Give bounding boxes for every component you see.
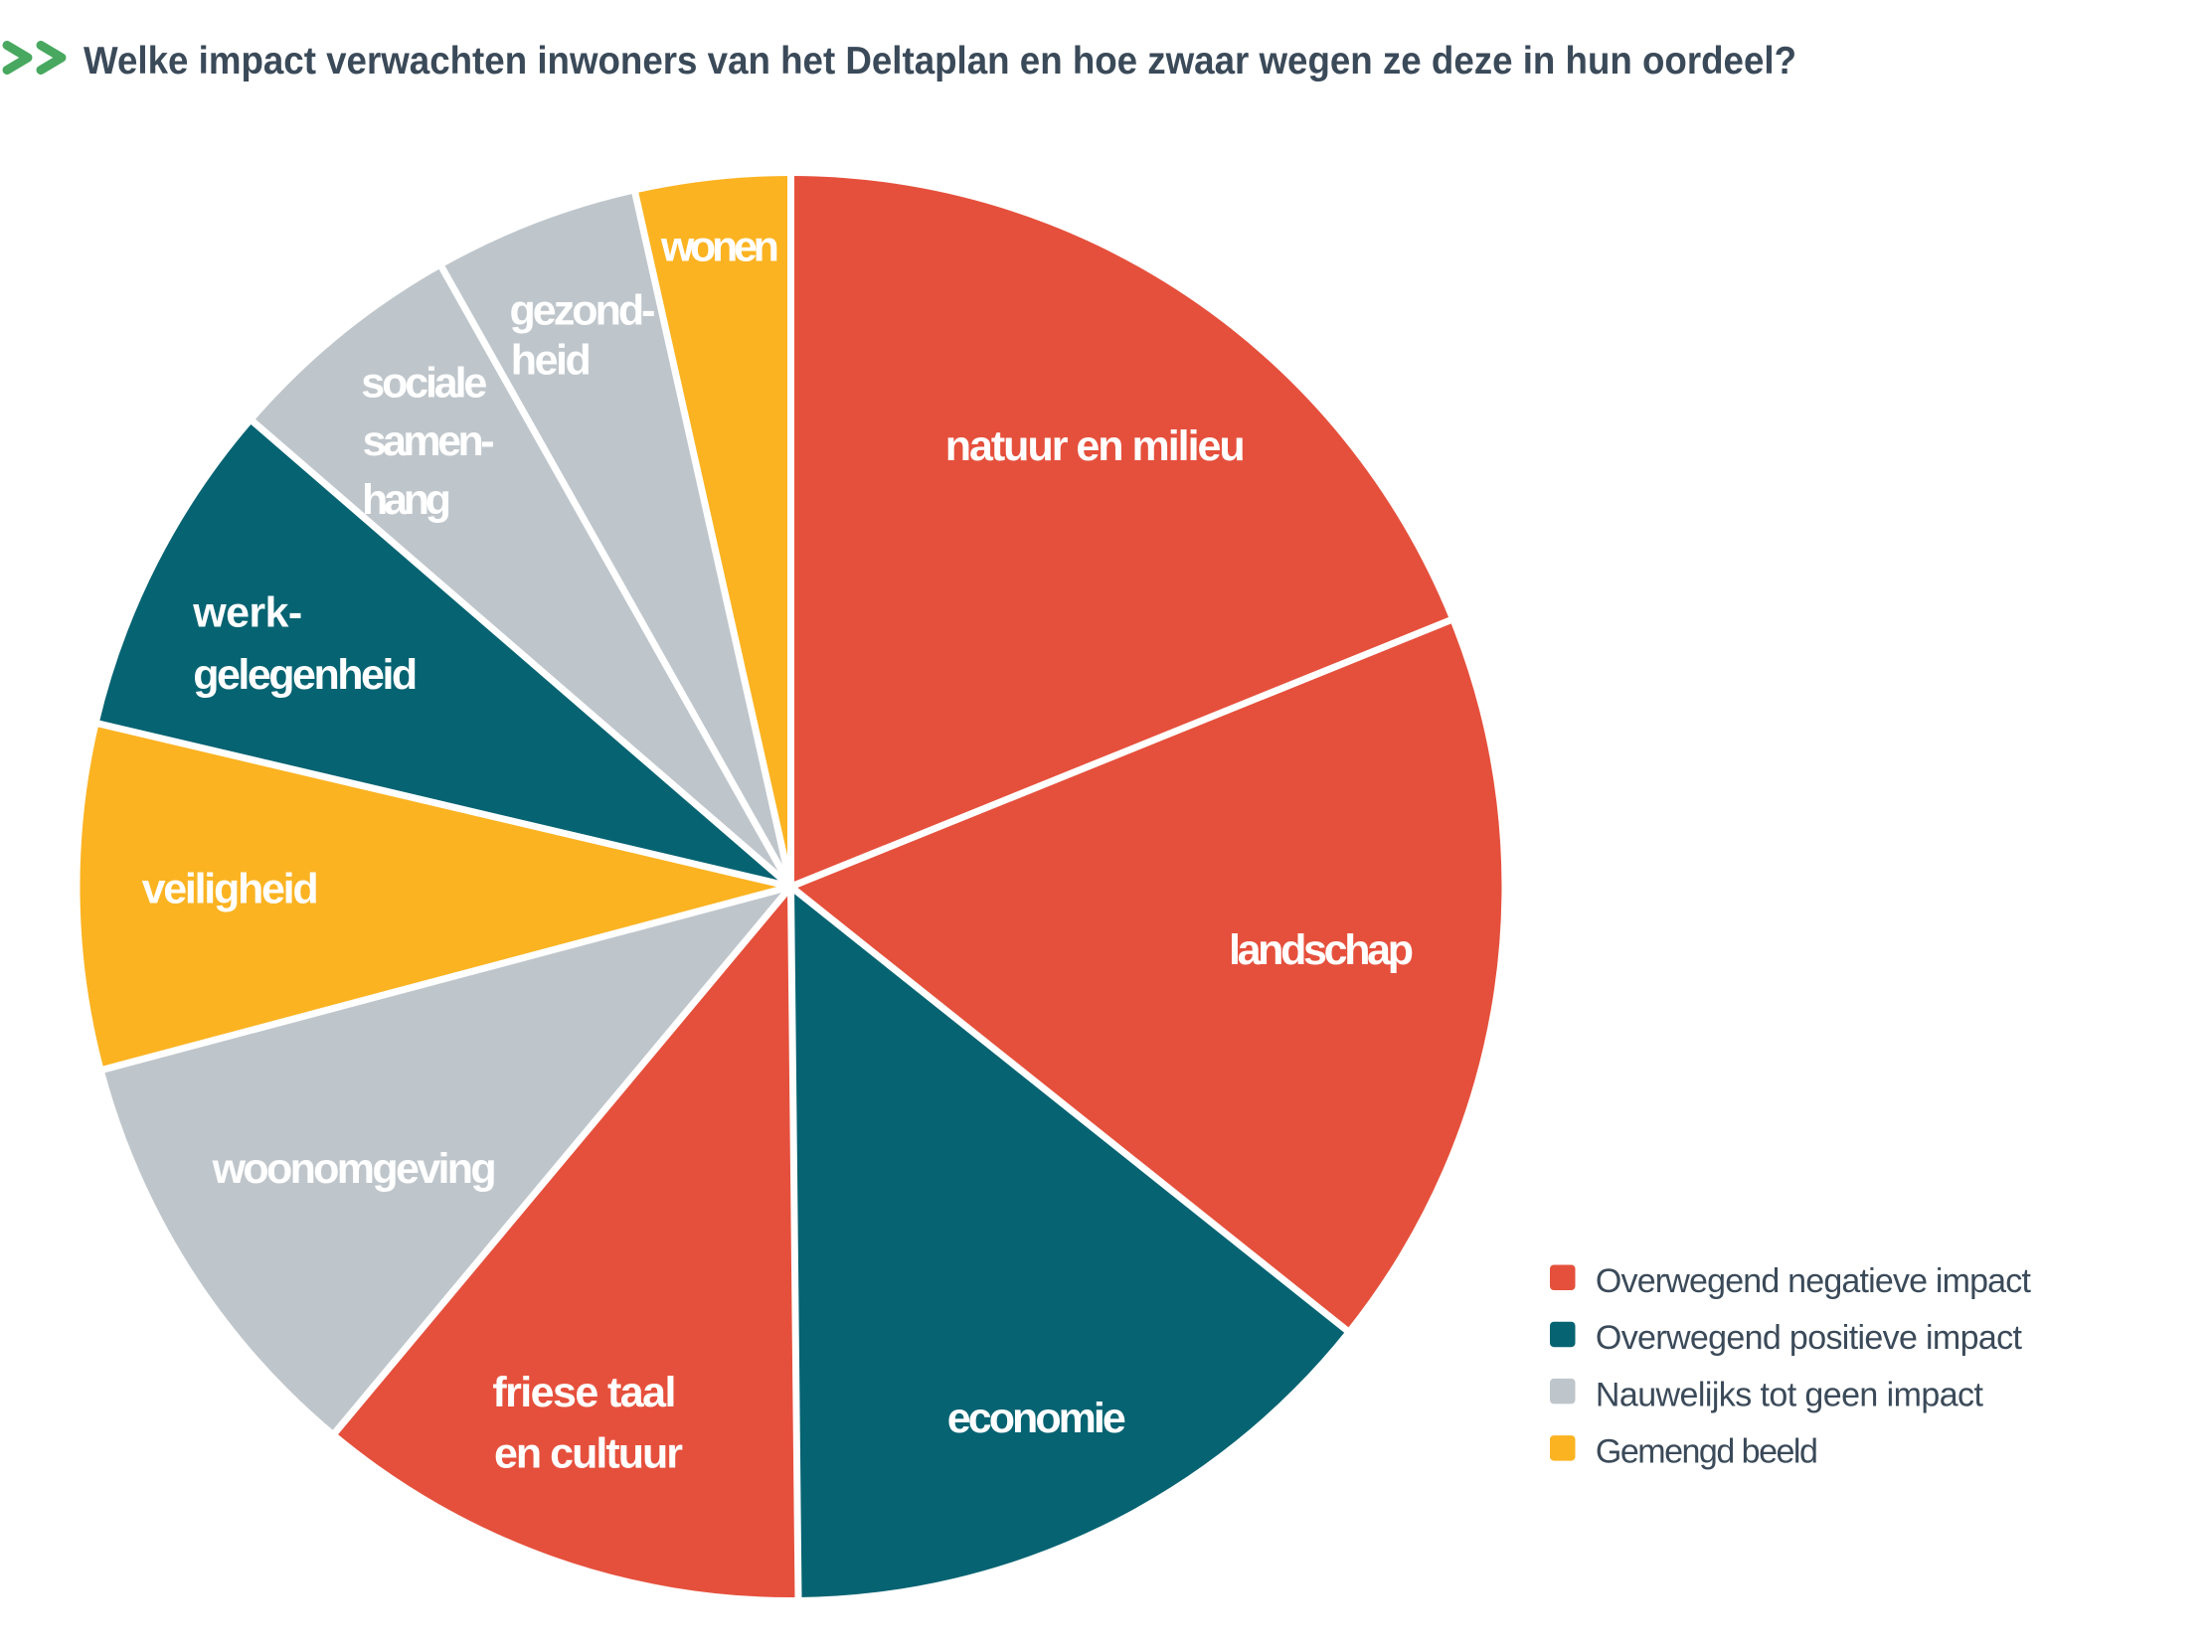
svg-text:heid: heid: [511, 337, 592, 385]
svg-text:en cultuur: en cultuur: [494, 1430, 683, 1478]
svg-text:economie: economie: [947, 1395, 1126, 1442]
svg-text:landschap: landschap: [1229, 926, 1414, 974]
svg-text:werk-: werk-: [192, 589, 302, 637]
svg-text:samen-: samen-: [363, 417, 495, 465]
svg-text:Gemengd beeld: Gemengd beeld: [1596, 1433, 1818, 1471]
svg-text:wonen: wonen: [660, 224, 779, 271]
svg-text:gelegenheid: gelegenheid: [193, 651, 418, 699]
svg-text:Welke impact verwachten inwone: Welke impact verwachten inwoners van het…: [84, 40, 1796, 83]
svg-text:gezond-: gezond-: [510, 286, 656, 334]
svg-text:woonomgeving: woonomgeving: [212, 1145, 497, 1193]
svg-text:veiligheid: veiligheid: [142, 866, 319, 913]
svg-text:Nauwelijks tot geen impact: Nauwelijks tot geen impact: [1596, 1376, 1984, 1413]
svg-text:friese taal: friese taal: [492, 1369, 676, 1416]
svg-text:Overwegend negatieve impact: Overwegend negatieve impact: [1596, 1262, 2032, 1300]
svg-text:hang: hang: [362, 476, 451, 524]
svg-text:Overwegend positieve impact: Overwegend positieve impact: [1596, 1319, 2023, 1357]
svg-text:sociale: sociale: [361, 359, 487, 407]
svg-text:natuur en milieu: natuur en milieu: [945, 422, 1246, 470]
